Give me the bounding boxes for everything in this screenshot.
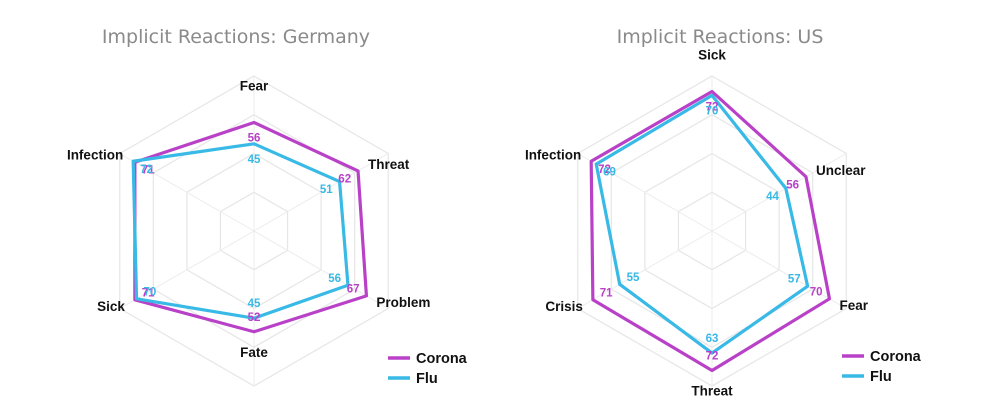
legend-us: Corona Flu [842,349,922,385]
value-label-flu-unclear: 44 [766,191,779,203]
value-label-flu-sick: 70 [143,286,156,298]
value-label-flu-fear: 57 [788,274,801,286]
axis-label-infection: Infection [67,147,123,162]
value-label-corona-unclear: 56 [786,179,799,191]
series-corona-polygon [589,89,832,373]
value-label-flu-threat: 51 [320,184,333,196]
grid-spoke-infection [577,153,713,232]
value-label-flu-sick: 70 [706,105,719,117]
value-label-flu-problem: 56 [328,273,341,285]
value-label-corona-crisis: 71 [600,287,613,299]
axis-label-threat: Threat [691,384,733,399]
grid-spoke-crisis [577,230,713,309]
value-label-flu-infection: 69 [603,167,616,179]
value-label-corona-threat: 62 [338,173,351,185]
value-label-flu-fear: 45 [248,154,261,166]
legend-label-flu: Flu [870,369,892,385]
value-label-corona-fear: 56 [248,133,261,145]
grid-spoke-sick [119,230,255,309]
radar-chart-germany: Implicit Reactions: Germany 56 62 67 52 71 71… [67,26,468,387]
chart-title-us: Implicit Reactions: US [617,26,824,48]
radar-chart-us: Implicit Reactions: US 72567072717270445… [525,26,922,399]
value-label-flu-crisis: 55 [627,272,640,284]
grid-spoke-threat [253,153,389,232]
value-label-flu-fate: 45 [248,298,261,310]
value-label-corona-sick: 71 [142,287,155,299]
axis-label-threat: Threat [368,157,410,172]
axis-label-sick: Sick [97,299,125,314]
grid-spoke-fear [711,230,847,309]
axis-label-fear: Fear [240,79,269,94]
axis-label-crisis: Crisis [545,299,583,314]
legend-germany: Corona Flu [388,351,468,387]
grid-spoke-infection [119,153,255,232]
value-label-corona-infection: 71 [142,165,155,177]
value-label-corona-fear: 70 [810,286,823,298]
series-flu-polygon [131,142,350,320]
chart-title-germany: Implicit Reactions: Germany [102,26,370,48]
legend-label-corona: Corona [416,351,468,367]
radar-grid [577,75,847,387]
value-label-corona-threat: 72 [706,351,719,363]
value-label-corona-infection: 72 [598,164,611,176]
series-flu-polygon [594,93,810,355]
axis-label-fate: Fate [240,345,268,360]
grid-spoke-unclear [711,153,847,232]
value-label-flu-infection: 72 [140,164,153,176]
axis-label-unclear: Unclear [816,163,866,178]
axis-label-problem: Problem [376,295,430,310]
legend-label-flu: Flu [416,371,438,387]
radar-grid [119,75,389,387]
axis-label-fear: Fear [839,298,868,313]
axis-label-sick: Sick [698,48,726,63]
value-label-flu-threat: 63 [706,333,719,345]
legend-label-corona: Corona [870,349,922,365]
axis-label-infection: Infection [525,147,581,162]
value-label-corona-problem: 67 [347,283,360,295]
value-label-corona-sick: 72 [706,102,719,114]
value-label-corona-fate: 52 [248,312,261,324]
